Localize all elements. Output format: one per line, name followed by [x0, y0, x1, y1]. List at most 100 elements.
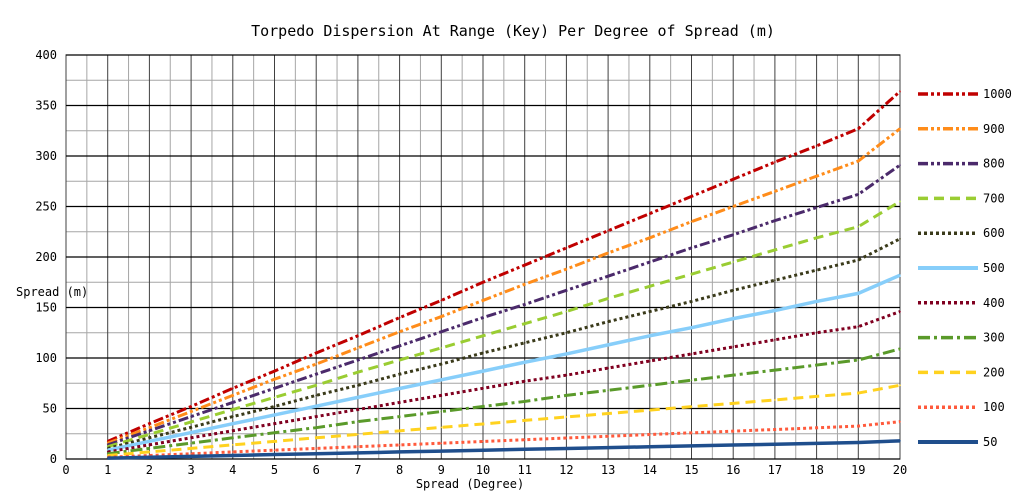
y-tick-label: 300 — [35, 149, 57, 163]
data-point — [690, 432, 693, 434]
y-tick-label: 350 — [35, 99, 57, 113]
legend-label: 800 — [983, 157, 1005, 171]
data-point — [482, 316, 484, 319]
data-point — [899, 310, 901, 313]
x-tick-label: 11 — [517, 463, 531, 477]
data-point — [774, 249, 776, 251]
data-point — [106, 457, 109, 459]
data-point — [607, 389, 609, 392]
data-point — [732, 402, 734, 405]
data-point — [815, 364, 818, 366]
data-point — [190, 455, 192, 458]
series-200 — [106, 383, 901, 457]
legend-label: 700 — [983, 191, 1005, 205]
data-point — [398, 373, 401, 375]
data-point — [649, 384, 651, 387]
legend-item: 50 — [918, 435, 997, 449]
data-point — [690, 445, 693, 447]
x-tick-label: 6 — [313, 463, 320, 477]
data-point — [607, 229, 609, 232]
data-point — [857, 392, 860, 394]
data-point — [190, 421, 192, 423]
data-point — [815, 331, 818, 334]
data-point — [398, 359, 401, 361]
legend-label: 600 — [983, 226, 1005, 240]
data-point — [315, 415, 318, 418]
series-800 — [106, 163, 901, 447]
data-point — [732, 430, 734, 432]
data-point — [649, 409, 651, 411]
data-point — [523, 380, 526, 383]
data-point — [148, 436, 151, 439]
data-point — [690, 353, 693, 355]
data-point — [565, 416, 568, 418]
data-point — [815, 237, 818, 239]
data-point — [482, 281, 484, 284]
data-point — [357, 408, 359, 411]
data-point — [440, 410, 443, 413]
data-point — [482, 352, 484, 354]
data-point — [857, 292, 860, 295]
data-point — [649, 310, 651, 313]
data-point — [815, 175, 818, 177]
y-tick-label: 400 — [35, 48, 57, 62]
data-point — [649, 334, 651, 337]
data-point — [315, 405, 318, 407]
x-tick-label: 12 — [559, 463, 573, 477]
data-point — [523, 400, 526, 403]
data-point — [607, 412, 609, 415]
data-point — [732, 233, 734, 236]
data-point — [649, 445, 651, 448]
data-point — [273, 440, 276, 443]
data-point — [857, 441, 860, 444]
data-point — [565, 331, 568, 334]
series-900 — [106, 127, 901, 445]
data-point — [899, 274, 901, 276]
data-point — [690, 195, 693, 198]
x-tick-label: 10 — [476, 463, 490, 477]
data-point — [565, 394, 568, 397]
data-point — [899, 440, 901, 442]
y-tick-label: 150 — [35, 301, 57, 315]
data-point — [565, 310, 568, 313]
data-point — [857, 259, 860, 261]
data-point — [273, 370, 276, 372]
data-point — [398, 330, 401, 333]
data-point — [732, 261, 734, 263]
data-point — [357, 396, 359, 399]
series-600 — [106, 237, 901, 450]
legend-item: 500 — [918, 261, 1005, 275]
data-point — [190, 426, 192, 429]
y-tick-label: 50 — [43, 402, 57, 416]
data-point — [482, 449, 484, 452]
legend-item: 800 — [918, 157, 1005, 171]
data-point — [190, 447, 192, 450]
data-point — [732, 374, 734, 376]
data-point — [774, 399, 776, 401]
data-point — [232, 422, 234, 425]
data-point — [690, 247, 693, 249]
x-tick-label: 18 — [809, 463, 823, 477]
data-point — [815, 442, 818, 445]
data-point — [690, 273, 693, 275]
legend-label: 100 — [983, 400, 1005, 414]
data-point — [315, 373, 318, 375]
data-point — [899, 90, 901, 93]
data-point — [899, 164, 901, 166]
data-point — [232, 444, 234, 446]
data-point — [398, 415, 401, 418]
data-point — [815, 426, 818, 429]
series-line — [107, 237, 901, 450]
x-tick-label: 9 — [438, 463, 445, 477]
series-line — [107, 383, 901, 457]
series-line — [107, 90, 902, 443]
legend-label: 400 — [983, 296, 1005, 310]
data-point — [899, 127, 901, 130]
data-point — [774, 339, 776, 341]
data-point — [148, 422, 151, 425]
data-point — [148, 429, 151, 432]
data-point — [607, 446, 609, 449]
data-point — [523, 342, 526, 344]
data-point — [190, 410, 192, 413]
data-point — [273, 396, 276, 399]
